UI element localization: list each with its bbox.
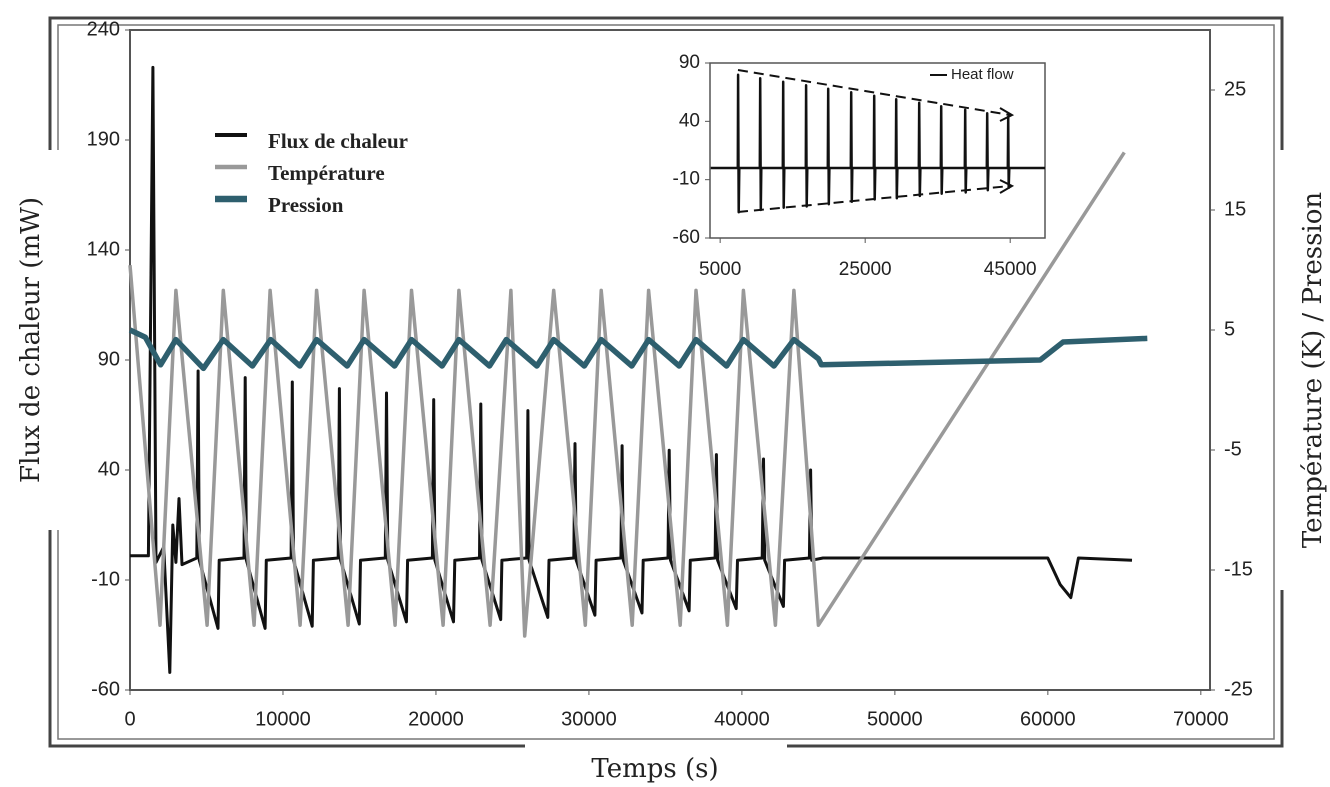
inset-envelope <box>737 69 1015 213</box>
y-tick-label: 90 <box>679 52 700 73</box>
label-bg <box>2 150 60 530</box>
x-tick-label: 60000 <box>1020 708 1076 730</box>
arrow-head <box>999 179 1015 194</box>
x-tick-label: 0 <box>124 708 135 730</box>
arrow-head <box>999 107 1015 122</box>
envelope-lower <box>737 185 1011 213</box>
y-tick-label: 40 <box>98 458 120 480</box>
x-tick-label: 20000 <box>408 708 464 730</box>
x-tick-label: 10000 <box>255 708 311 730</box>
label-bg <box>1275 150 1328 590</box>
x-tick-label: 45000 <box>984 259 1037 280</box>
y2-tick-label: 15 <box>1224 198 1246 220</box>
x-tick-label: 25000 <box>839 259 892 280</box>
y-tick-label: -10 <box>673 169 700 190</box>
y-tick-label: -10 <box>91 568 120 590</box>
y-tick-label: -60 <box>673 227 700 248</box>
x-tick-label: 30000 <box>561 708 617 730</box>
legend-label: Température <box>268 161 385 185</box>
y2-tick-label: 25 <box>1224 78 1246 100</box>
x-tick-label: 5000 <box>699 259 741 280</box>
y-tick-label: 40 <box>679 110 700 131</box>
x-tick-label: 40000 <box>714 708 770 730</box>
series-line <box>128 327 1148 372</box>
plot-frame <box>709 62 1046 239</box>
y-tick-label: 190 <box>87 128 120 150</box>
y2-tick-label: -25 <box>1224 678 1253 700</box>
y-tick-label: 140 <box>87 238 120 260</box>
series-line <box>128 151 1126 638</box>
envelope-upper <box>737 69 1011 116</box>
x-axis-label: Temps (s) <box>591 754 718 784</box>
series-line <box>710 73 1045 214</box>
y-tick-label: 240 <box>87 18 120 40</box>
y2-tick-label: -5 <box>1224 438 1242 460</box>
y2-axis-label: Température (K) / Pression <box>1298 192 1328 549</box>
y2-tick-label: -15 <box>1224 558 1253 580</box>
x-tick-label: 70000 <box>1173 708 1229 730</box>
y2-tick-label: 5 <box>1224 318 1235 340</box>
x-tick-label: 50000 <box>867 708 923 730</box>
y-axis-label: Flux de chaleur (mW) <box>16 197 46 483</box>
y-tick-label: -60 <box>91 678 120 700</box>
legend-label: Heat flow <box>951 66 1014 83</box>
label-bg <box>525 742 787 787</box>
series-line <box>130 65 1133 674</box>
legend-label: Flux de chaleur <box>268 129 408 153</box>
legend-label: Pression <box>268 193 344 217</box>
y-tick-label: 90 <box>98 348 120 370</box>
